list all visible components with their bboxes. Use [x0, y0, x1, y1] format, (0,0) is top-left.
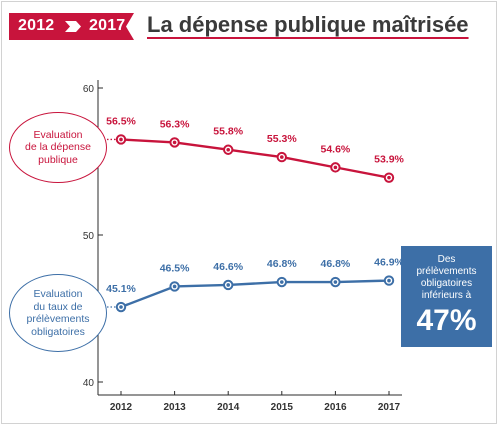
tax-point-inner	[387, 278, 391, 283]
spending-point-inner	[280, 155, 284, 159]
spending-data-label: 53.9%	[374, 154, 404, 166]
ribbon-shape	[9, 13, 134, 40]
x-tick-label: 2012	[110, 402, 133, 413]
tax-data-label: 46.8%	[267, 258, 297, 270]
tax-point-inner	[333, 280, 338, 284]
tax-callout-box: Des prélèvements obligatoires inférieurs…	[401, 246, 492, 347]
x-tick-label: 2016	[324, 402, 347, 413]
spending-point-inner	[226, 147, 230, 152]
x-tick-label: 2017	[378, 402, 401, 413]
page-title: La dépense publique maîtrisée	[147, 12, 469, 37]
y-tick-label: 60	[83, 84, 95, 95]
year-end: 2017	[89, 17, 126, 34]
label-connectors	[107, 138, 117, 308]
chart-series: 56.5% 56.3% 55.8% 55.3% 54.6% 53.9% 45.1% 46.5%…	[106, 115, 405, 313]
tax-data-label: 46.6%	[213, 261, 243, 273]
callout-text: Des prélèvements obligatoires inférieurs…	[416, 254, 477, 301]
y-tick-label: 50	[83, 231, 95, 242]
year-range-ribbon: 2012 2017	[9, 13, 134, 40]
spending-data-label: 54.6%	[321, 143, 351, 155]
spending-label-text: Evaluation de la dépense publique	[25, 128, 91, 166]
year-start: 2012	[18, 17, 55, 34]
tax-label-text: Evaluation du taux de prélèvements oblig…	[26, 288, 90, 338]
x-tick-label: 2014	[217, 402, 240, 413]
spending-label-bubble: Evaluation de la dépense publique	[9, 112, 107, 183]
spending-point-inner	[119, 137, 123, 142]
tax-point-inner	[172, 284, 177, 289]
spending-point-inner	[172, 140, 177, 145]
chevron-arrow-icon	[65, 21, 81, 32]
tax-point-inner	[226, 283, 230, 287]
tax-series-line	[120, 279, 390, 309]
tax-data-label: 46.9%	[374, 257, 404, 269]
x-tick-label: 2013	[163, 402, 186, 413]
spending-point-inner	[387, 175, 391, 180]
tax-label-bubble: Evaluation du taux de prélèvements oblig…	[9, 274, 107, 352]
spending-data-label: 56.3%	[160, 118, 190, 130]
x-tick-label: 2015	[271, 402, 294, 413]
spending-data-label: 56.5%	[106, 115, 136, 127]
spending-data-label: 55.3%	[267, 133, 297, 145]
chart-axes: 40 50 60 2012 2013 2014 2015 2016 2017	[83, 80, 402, 413]
spending-series-line	[120, 138, 390, 179]
spending-point-inner	[333, 165, 338, 170]
y-tick-label: 40	[83, 378, 95, 389]
tax-data-label: 46.5%	[160, 262, 190, 274]
spending-data-label: 55.8%	[213, 126, 243, 138]
tax-point-inner	[119, 305, 123, 309]
tax-point-inner	[280, 280, 284, 284]
tax-data-label: 45.1%	[106, 283, 136, 295]
callout-value: 47%	[416, 304, 477, 337]
tax-data-label: 46.8%	[321, 258, 351, 270]
